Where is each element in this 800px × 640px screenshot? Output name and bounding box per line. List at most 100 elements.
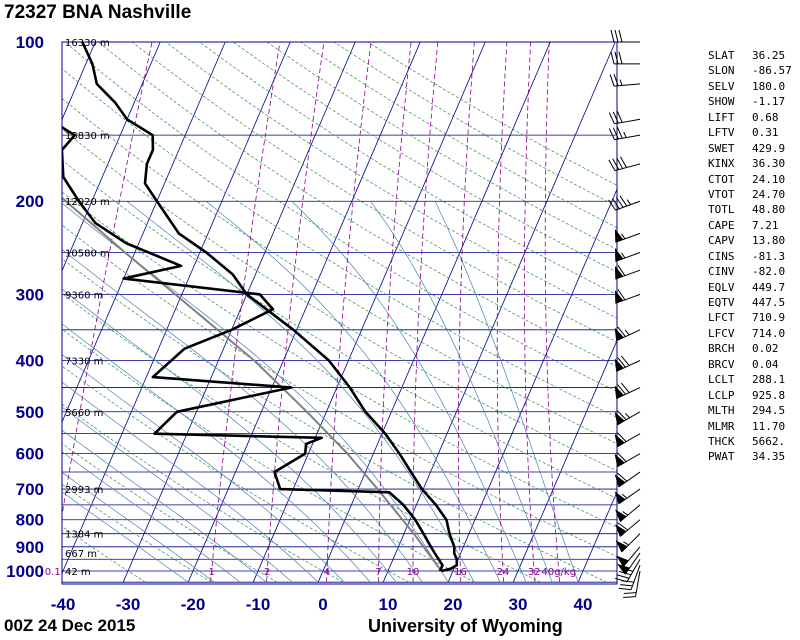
mixing-ratio-label: 10	[407, 567, 420, 578]
wind-barb	[614, 432, 641, 448]
height-label: 42 m	[65, 567, 91, 578]
height-label: 667 m	[65, 549, 97, 560]
parameter-row: PWAT 34.35	[708, 449, 792, 464]
parameter-key: BRCH	[708, 342, 735, 356]
parameter-value: -1.17	[752, 95, 786, 109]
source-credit: University of Wyoming	[368, 616, 563, 636]
isotherm-line	[512, 339, 617, 583]
parameter-key: LFTV	[708, 126, 735, 140]
parameter-key: LFCV	[708, 326, 735, 340]
wind-barb	[616, 546, 641, 568]
parameter-row: CINS -81.3	[708, 249, 792, 264]
parameter-value: 13.80	[752, 234, 786, 248]
parameter-row: MLMR 11.70	[708, 419, 792, 434]
parameter-value: 36.25	[752, 49, 786, 62]
moist-adiabat	[62, 323, 371, 583]
dewpoint-line	[62, 125, 444, 572]
moist-adiabat	[291, 200, 527, 583]
parameter-key: LFCT	[708, 311, 735, 325]
chart-title: 72327 BNA Nashville	[4, 2, 192, 23]
height-label: 13830 m	[65, 131, 110, 142]
isotherm-line	[122, 42, 356, 583]
pressure-tick-label: 500	[16, 403, 44, 422]
profile-lines	[62, 42, 459, 573]
parameter-row: CINV -82.0	[708, 264, 792, 279]
wind-barb	[608, 126, 641, 141]
observation-time: 00Z 24 Dec 2015	[4, 616, 136, 635]
mixing-ratio-label: 1	[208, 567, 214, 578]
parameter-value: 5662.	[752, 434, 786, 448]
pressure-tick-label: 100	[16, 33, 44, 52]
mixing-ratio-label: 2	[264, 567, 270, 578]
isotherm-line	[62, 42, 96, 121]
wind-barb	[609, 73, 641, 87]
mixing-ratio-line	[496, 42, 508, 583]
dry-adiabat	[62, 526, 146, 583]
moist-adiabat	[62, 202, 449, 583]
mixing-ratio-line	[378, 42, 412, 583]
wind-barb	[614, 355, 641, 372]
dry-adiabat	[199, 42, 617, 296]
stability-indices-table: SLAT 36.25 SLON -86.57 SELV 180.0 SHOW -1.17 LIF…	[708, 48, 792, 465]
height-label: 2993 m	[65, 485, 103, 496]
wind-barb	[614, 410, 641, 426]
isotherm-line	[62, 42, 161, 272]
parameter-row: EQLV 449.7	[708, 280, 792, 295]
wind-barb	[616, 552, 641, 575]
dry-adiabat	[62, 68, 617, 418]
parameter-key: TOTL	[708, 203, 735, 217]
temperature-tick-label: 20	[444, 595, 463, 614]
moist-adiabat	[126, 200, 475, 583]
parameter-key: CAPE	[708, 218, 735, 232]
parameter-key: THCK	[708, 434, 735, 448]
parameter-row: CAPE 7.21	[708, 218, 792, 233]
mixing-ratio-line	[412, 42, 439, 583]
mixing-ratio-line	[210, 42, 281, 583]
isotherm-line	[382, 42, 616, 583]
parameter-key: BRCV	[708, 357, 735, 371]
parameter-key: EQTV	[708, 296, 735, 309]
parameter-value: 447.5	[752, 296, 786, 309]
parameter-key: EQLV	[708, 280, 735, 294]
parameter-key: CINV	[708, 265, 735, 279]
pressure-tick-label: 300	[16, 285, 44, 304]
parameter-key: LCLP	[708, 388, 735, 402]
dry-adiabat	[131, 42, 617, 343]
temperature-tick-label: 30	[509, 595, 528, 614]
moist-adiabat	[205, 200, 501, 583]
parameter-key: SHOW	[708, 95, 735, 109]
wind-barb	[614, 289, 641, 304]
height-label: 16330 m	[65, 38, 110, 49]
parameter-key: LIFT	[708, 110, 735, 124]
temperature-line	[81, 42, 459, 573]
wind-barb	[614, 452, 641, 468]
mixing-ratio-label: 7	[375, 567, 381, 578]
parameter-row: LFCT 710.9	[708, 310, 792, 325]
parameter-key: CINS	[708, 249, 735, 263]
parameter-value: -86.57	[752, 64, 792, 78]
dry-adiabat	[62, 224, 617, 558]
moist-adiabat	[62, 381, 319, 583]
wind-barb	[608, 156, 641, 172]
wind-barb	[614, 248, 641, 262]
temperature-tick-label: -10	[246, 595, 271, 614]
moist-adiabat	[370, 200, 553, 583]
parameter-value: -81.3	[752, 249, 786, 263]
moist-adiabat	[62, 406, 293, 583]
pressure-tick-label: 800	[16, 511, 44, 530]
wind-barb	[614, 265, 641, 280]
parameter-value: 714.0	[752, 326, 786, 340]
mixing-ratio-label: 32	[528, 567, 541, 578]
dry-adiabat	[64, 42, 617, 392]
parameter-row: BRCH 0.02	[708, 341, 792, 356]
parameter-key: SLAT	[708, 49, 735, 62]
parameter-row: SHOW -1.17	[708, 94, 792, 109]
mixing-ratio-label: 4	[324, 567, 330, 578]
moist-adiabat	[62, 248, 423, 583]
wind-barb	[610, 51, 640, 65]
dry-adiabat	[62, 483, 212, 583]
pressure-tick-label: 400	[16, 351, 44, 370]
parameter-value: 180.0	[752, 79, 786, 93]
pressure-tick-label: 900	[16, 538, 44, 557]
